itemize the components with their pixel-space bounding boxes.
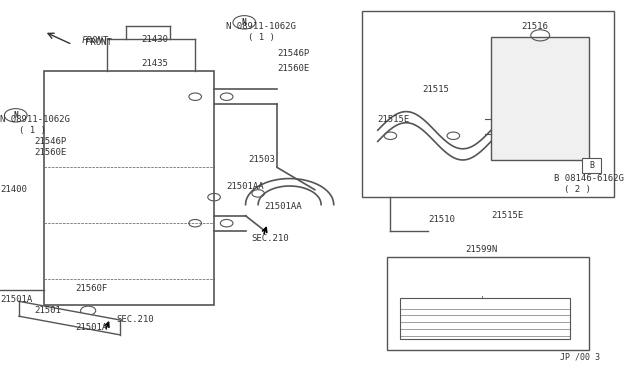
Text: ( 1 ): ( 1 ) [248, 33, 275, 42]
Text: JP /00 3: JP /00 3 [561, 353, 600, 362]
Text: SEC.210: SEC.210 [116, 315, 154, 324]
Text: 21546P: 21546P [277, 49, 309, 58]
Text: ( 1 ): ( 1 ) [19, 126, 46, 135]
Text: 21501AA: 21501AA [264, 202, 302, 211]
Text: SEC.210: SEC.210 [252, 234, 289, 243]
Text: N: N [242, 18, 246, 27]
Bar [491, 37, 589, 160]
Text: FRONT: FRONT [85, 38, 112, 47]
Bar [582, 158, 602, 173]
Text: 21599N: 21599N [465, 245, 498, 254]
Text: 21510: 21510 [428, 215, 455, 224]
Text: FRONT: FRONT [82, 36, 109, 45]
Text: 21560E: 21560E [277, 64, 309, 73]
Bar [387, 257, 589, 350]
Text: 21560F: 21560F [76, 284, 108, 293]
Text: 21515: 21515 [422, 85, 449, 94]
Text: 21435: 21435 [141, 59, 168, 68]
Text: 21515E: 21515E [491, 211, 524, 220]
Text: 21516: 21516 [522, 22, 548, 31]
Text: 21515E: 21515E [378, 115, 410, 124]
Text: 21501A: 21501A [0, 295, 32, 304]
Text: N 08911-1062G: N 08911-1062G [0, 115, 70, 124]
Bar [400, 298, 570, 339]
Text: N: N [13, 111, 18, 120]
Text: 21430: 21430 [141, 35, 168, 44]
Text: 21546P: 21546P [35, 137, 67, 146]
Text: 21501AA: 21501AA [227, 182, 264, 190]
Bar [362, 11, 614, 197]
Text: B: B [589, 161, 595, 170]
Text: 21501A: 21501A [76, 323, 108, 332]
Text: N 08911-1062G: N 08911-1062G [227, 22, 296, 31]
Bar [44, 71, 214, 305]
Text: 21503: 21503 [249, 155, 276, 164]
Text: 21560E: 21560E [35, 148, 67, 157]
Text: ( 2 ): ( 2 ) [564, 185, 591, 194]
Text: B 08146-6162G: B 08146-6162G [554, 174, 624, 183]
Text: 21400: 21400 [0, 185, 27, 194]
Text: 21501: 21501 [35, 306, 61, 315]
